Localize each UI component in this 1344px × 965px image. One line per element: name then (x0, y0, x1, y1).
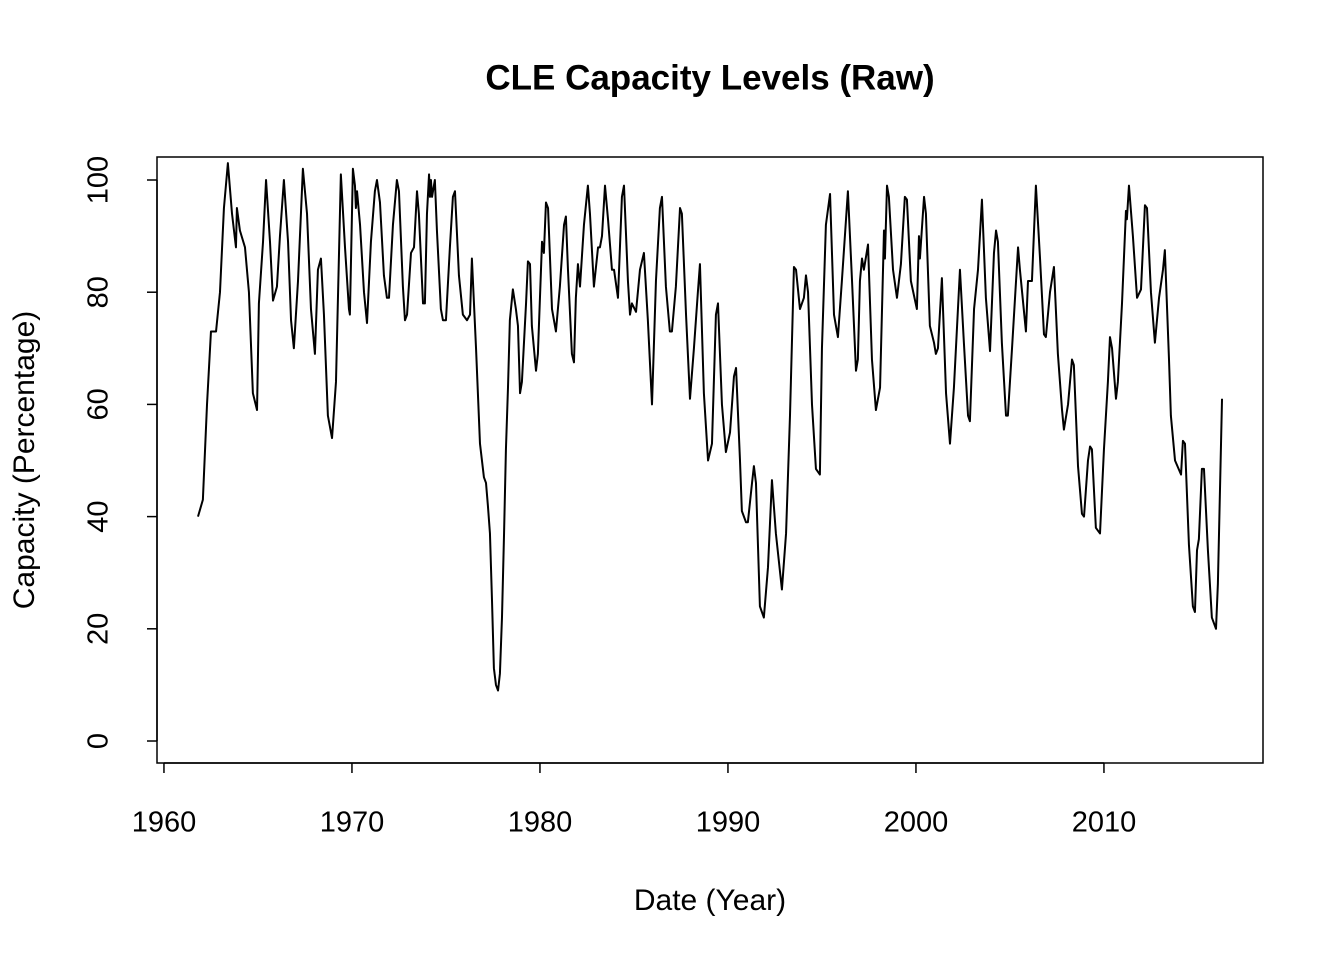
x-tick-label: 2000 (884, 807, 949, 839)
y-axis-label: Capacity (Percentage) (8, 311, 41, 609)
y-tick-label: 100 (83, 156, 115, 204)
y-tick-label: 60 (83, 388, 115, 420)
y-tick-label: 0 (83, 733, 115, 749)
x-tick-label: 1960 (132, 807, 197, 839)
x-tick-label: 1990 (696, 807, 761, 839)
x-tick-label: 1980 (508, 807, 573, 839)
y-tick-label: 40 (83, 500, 115, 532)
chart-title: CLE Capacity Levels (Raw) (485, 58, 934, 97)
plot-frame (156, 156, 1264, 764)
x-axis-label: Date (Year) (634, 884, 786, 917)
x-tick-label: 2010 (1072, 807, 1137, 839)
y-tick-label: 20 (83, 613, 115, 645)
y-tick-label: 80 (83, 276, 115, 308)
x-tick-label: 1970 (320, 807, 385, 839)
data-line (197, 162, 1224, 692)
